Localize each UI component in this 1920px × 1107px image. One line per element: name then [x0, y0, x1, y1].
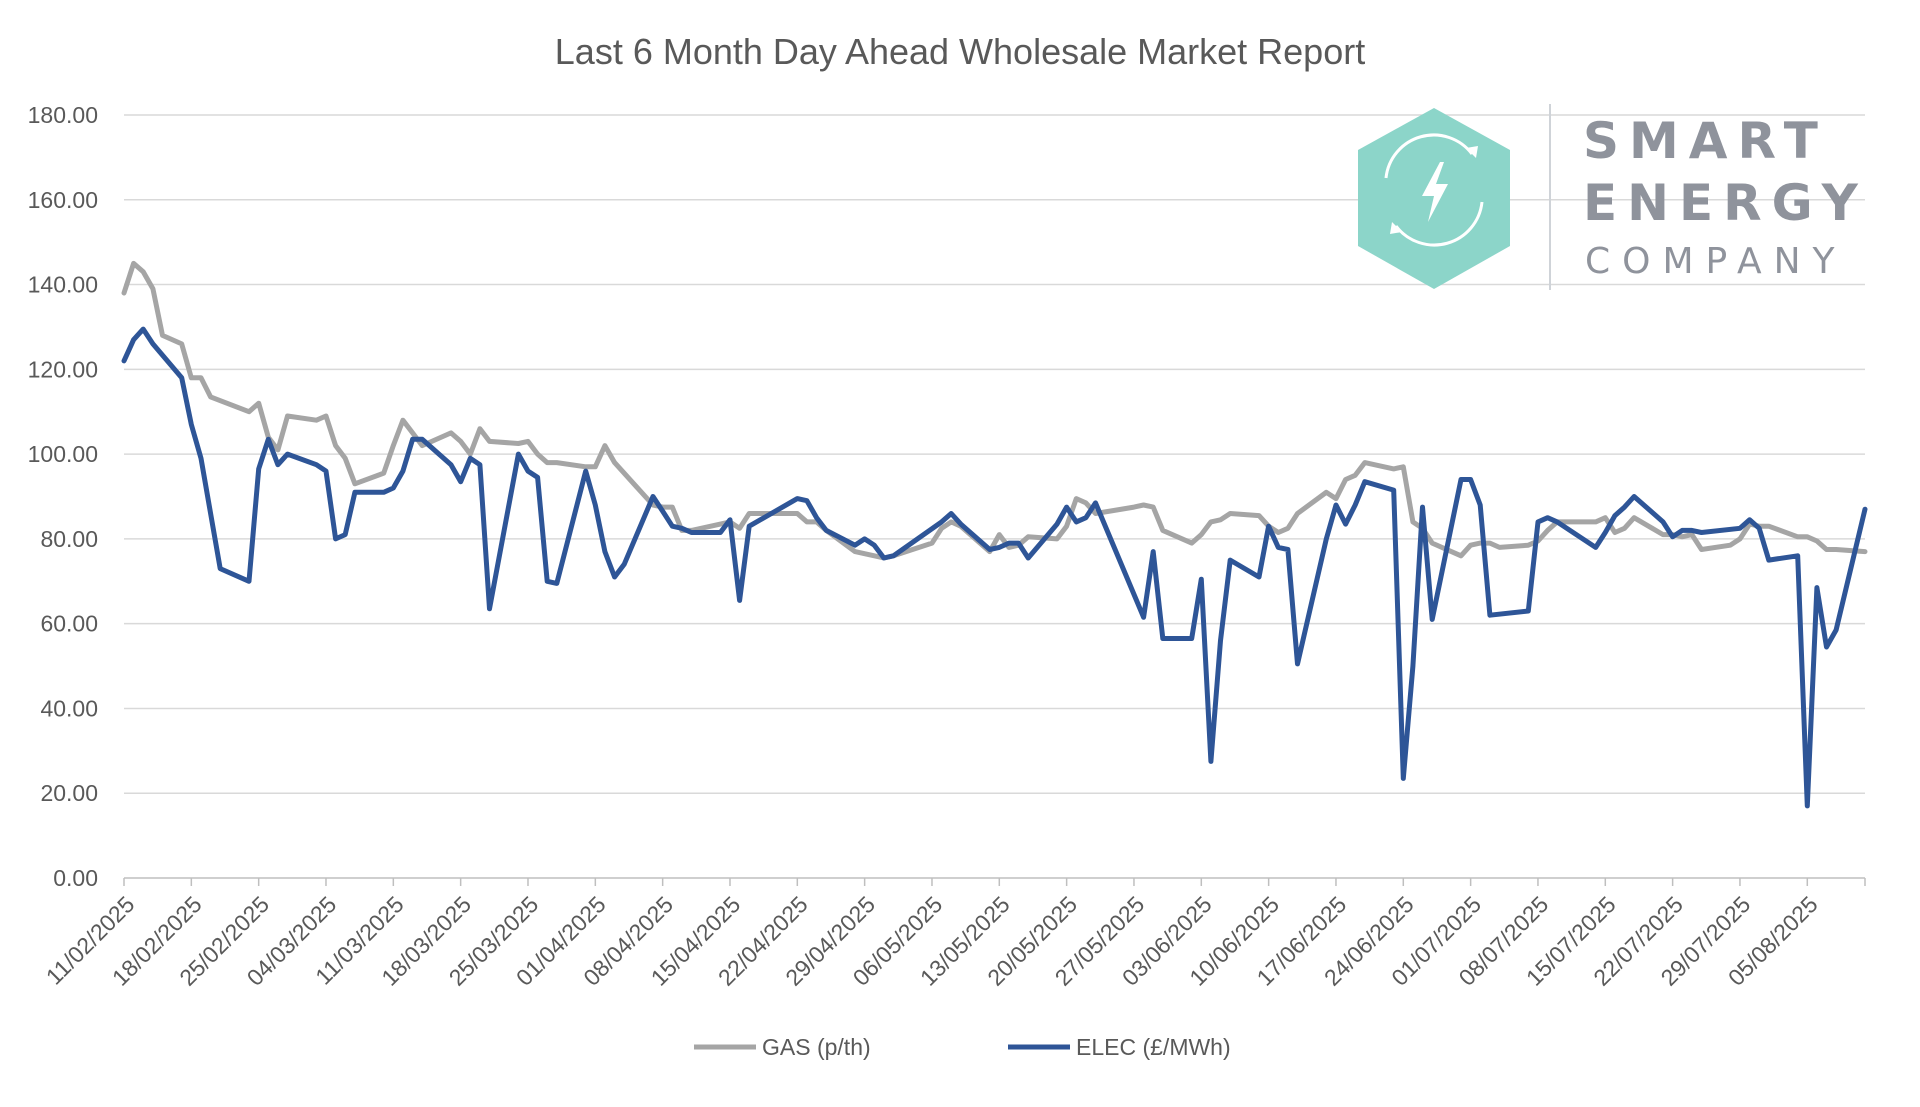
y-tick-label: 120.00	[28, 356, 98, 382]
y-axis: 0.00 20.00 40.00 60.00 80.00 100.00 120.00 140.…	[28, 102, 98, 891]
series-line-elec	[121, 326, 1868, 809]
y-tick-label: 0.00	[53, 865, 98, 891]
y-tick-label: 60.00	[40, 611, 98, 637]
series-line-gas	[121, 260, 1868, 561]
y-tick-label: 100.00	[28, 441, 98, 467]
company-logo: SMART ENERGY COMPANY	[1358, 104, 1868, 290]
logo-word-energy: ENERGY	[1583, 174, 1868, 232]
gridlines	[124, 114, 1865, 794]
legend-label: GAS (p/th)	[762, 1034, 871, 1060]
series-lines	[121, 260, 1868, 809]
y-tick-label: 140.00	[28, 272, 98, 298]
logo-word-company: COMPANY	[1585, 241, 1847, 282]
y-tick-label: 80.00	[40, 526, 98, 552]
y-tick-label: 20.00	[40, 780, 98, 806]
legend-label: ELEC (£/MWh)	[1076, 1034, 1231, 1060]
legend: GAS (p/th) ELEC (£/MWh)	[694, 1034, 1231, 1060]
chart-title: Last 6 Month Day Ahead Wholesale Market …	[555, 31, 1365, 72]
y-tick-label: 180.00	[28, 102, 98, 128]
y-tick-label: 160.00	[28, 187, 98, 213]
y-tick-label: 40.00	[40, 695, 98, 721]
logo-word-smart: SMART	[1583, 112, 1828, 170]
lightning-refresh-icon	[1384, 133, 1484, 247]
